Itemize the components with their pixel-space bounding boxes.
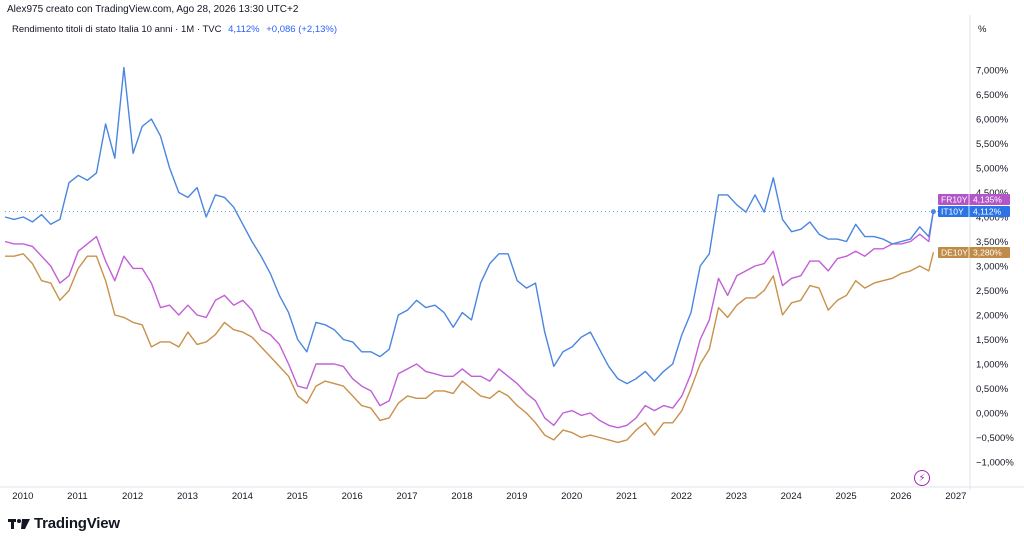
- x-tick-label: 2023: [726, 491, 747, 502]
- y-tick-label: 1,000%: [976, 360, 1009, 371]
- badge-value: 4,135%: [973, 195, 1002, 205]
- x-tick-label: 2021: [616, 491, 637, 502]
- y-tick-label: 3,000%: [976, 262, 1009, 273]
- y-tick-label: −0,500%: [976, 433, 1014, 444]
- x-tick-label: 2026: [890, 491, 911, 502]
- tradingview-logo-icon: [8, 518, 30, 529]
- y-tick-label: 5,000%: [976, 164, 1009, 175]
- attribution-text: Alex975 creato con TradingView.com, Ago …: [7, 4, 299, 15]
- axis-unit-label: %: [978, 24, 987, 35]
- y-tick-label: 2,000%: [976, 311, 1009, 322]
- y-tick-label: 4,500%: [976, 188, 1009, 199]
- y-tick-label: 2,500%: [976, 286, 1009, 297]
- legend-last-value: 4,112%: [228, 24, 260, 35]
- badge-label: IT10Y: [941, 207, 964, 217]
- y-tick-label: 7,000%: [976, 66, 1009, 77]
- badge-de10y: DE10Y 3,280%: [938, 247, 1010, 258]
- y-tick-label: 5,500%: [976, 139, 1009, 150]
- x-tick-label: 2014: [232, 491, 253, 502]
- series-end-point-it10y: [930, 209, 936, 215]
- lightning-icon[interactable]: ⚡: [914, 470, 930, 486]
- badge-label: DE10Y: [941, 248, 968, 258]
- x-tick-label: 2013: [177, 491, 198, 502]
- x-tick-label: 2012: [122, 491, 143, 502]
- brand-name: TradingView: [34, 515, 120, 532]
- series-line-fr10y: [4, 210, 935, 429]
- series-legend[interactable]: Rendimento titoli di stato Italia 10 ann…: [12, 24, 337, 35]
- y-tick-label: −1,000%: [976, 458, 1014, 469]
- y-tick-label: 0,000%: [976, 409, 1009, 420]
- badge-value: 3,280%: [973, 248, 1002, 258]
- x-tick-label: 2016: [342, 491, 363, 502]
- x-tick-label: 2017: [396, 491, 417, 502]
- badge-label: FR10Y: [941, 195, 968, 205]
- badge-it10y: IT10Y 4,112%: [938, 206, 1010, 217]
- y-tick-label: 4,000%: [976, 213, 1009, 224]
- x-tick-label: 2015: [287, 491, 308, 502]
- x-tick-label: 2024: [781, 491, 802, 502]
- x-tick-label: 2019: [506, 491, 527, 502]
- legend-change: +0,086 (+2,13%): [266, 24, 338, 35]
- series-line-it10y: [4, 66, 935, 385]
- x-tick-label: 2022: [671, 491, 692, 502]
- x-tick-label: 2018: [451, 491, 472, 502]
- x-tick-label: 2027: [945, 491, 966, 502]
- legend-title: Rendimento titoli di stato Italia 10 ann…: [12, 24, 222, 35]
- tradingview-footer: TradingView: [8, 515, 120, 532]
- y-tick-label: 3,500%: [976, 237, 1009, 248]
- x-tick-label: 2020: [561, 491, 582, 502]
- y-tick-label: 6,000%: [976, 115, 1009, 126]
- badge-value: 4,112%: [973, 207, 1002, 217]
- series-line-de10y: [5, 252, 935, 444]
- x-tick-label: 2011: [67, 491, 87, 502]
- x-tick-label: 2025: [836, 491, 857, 502]
- badge-fr10y: FR10Y 4,135%: [938, 194, 1010, 205]
- y-tick-label: 1,500%: [976, 335, 1009, 346]
- x-tick-label: 2010: [12, 491, 33, 502]
- y-tick-label: 6,500%: [976, 90, 1009, 101]
- y-tick-label: 0,500%: [976, 384, 1009, 395]
